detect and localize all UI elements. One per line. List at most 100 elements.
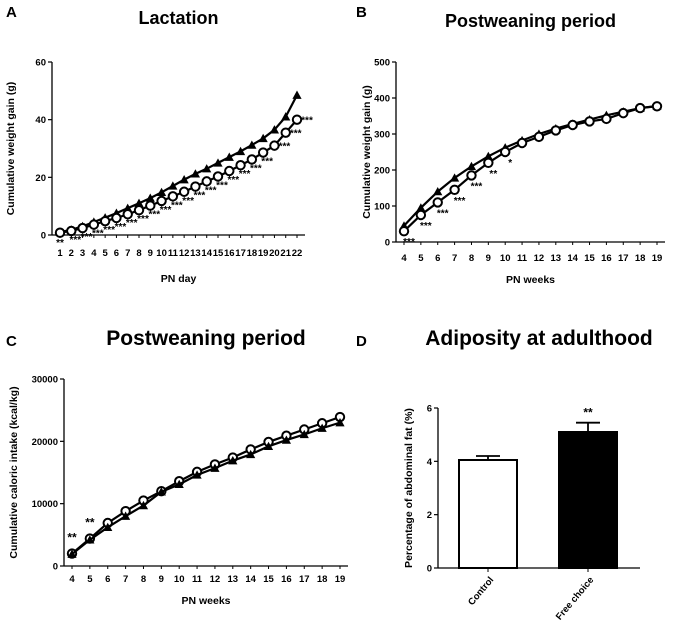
x-tick-label: 12	[179, 248, 190, 259]
chart-title: Postweaning period	[445, 11, 616, 31]
circle-marker	[88, 219, 100, 230]
x-axis-label: PN weeks	[181, 595, 230, 607]
circle-marker	[269, 140, 280, 151]
significance-marker: **	[583, 406, 593, 420]
bar-free-choice	[558, 431, 618, 569]
significance-marker: ***	[103, 225, 115, 236]
triangle-marker	[138, 500, 149, 510]
significance-marker: ***	[261, 157, 273, 168]
x-tick-label: 9	[148, 248, 153, 259]
x-tick-label: 7	[125, 248, 130, 259]
circle-marker	[584, 116, 595, 127]
circle-marker	[224, 165, 235, 177]
chart-title: Adiposity at adulthood	[425, 327, 652, 350]
circle-marker	[449, 184, 460, 196]
significance-marker: ***	[126, 218, 138, 229]
circle-marker	[550, 125, 561, 136]
circle-marker	[122, 209, 133, 220]
circle-marker	[533, 131, 545, 143]
y-tick-label: 100	[374, 202, 390, 213]
circle-marker	[66, 225, 77, 237]
x-tick-label: 11	[517, 253, 528, 264]
triangle-marker	[228, 456, 238, 465]
significance-marker: ***	[160, 205, 172, 216]
x-tick-label: 18	[635, 253, 646, 264]
x-axis-label: PN weeks	[506, 274, 555, 286]
triangle-marker	[258, 133, 268, 143]
y-tick-label: 300	[374, 130, 390, 141]
x-tick-label: 16	[281, 574, 292, 585]
circle-marker	[618, 107, 629, 119]
significance-marker: ***	[81, 232, 93, 243]
y-axis-label: Cumulative weight gain (g)	[361, 85, 373, 219]
x-tick-label: 14	[245, 574, 256, 585]
circle-marker	[500, 146, 511, 158]
triangle-marker	[281, 112, 291, 121]
y-tick-label: 6	[427, 404, 432, 415]
circle-marker	[167, 191, 179, 202]
y-axis-label: Cumulative weight gain (g)	[5, 82, 17, 216]
y-tick-label: 10000	[32, 499, 58, 510]
circle-marker	[246, 154, 258, 165]
x-tick-label: 17	[618, 253, 629, 264]
significance-marker: ***	[69, 235, 81, 246]
x-tick-label: 8	[141, 574, 146, 585]
x-tick-label: 8	[469, 253, 474, 264]
circle-marker	[432, 197, 443, 208]
circle-marker	[567, 119, 578, 131]
x-tick-label: 2	[69, 248, 74, 259]
triangle-marker	[247, 140, 257, 149]
circle-marker	[415, 209, 427, 221]
x-tick-label: 3	[80, 248, 85, 259]
x-tick-label: 6	[435, 253, 440, 264]
triangle-marker	[156, 187, 167, 197]
significance-marker: **	[67, 531, 77, 545]
circle-marker	[235, 160, 246, 171]
x-tick-label: 10	[174, 574, 185, 585]
triangle-marker	[246, 449, 256, 459]
x-tick-label: Free choice	[554, 575, 596, 623]
triangle-marker	[224, 152, 234, 161]
circle-marker	[156, 195, 167, 207]
circle-marker	[111, 212, 122, 224]
panel-letter-a: A	[6, 4, 17, 21]
triangle-marker	[103, 522, 113, 532]
x-axis-label: PN day	[161, 273, 197, 285]
circle-marker	[601, 113, 612, 125]
x-tick-label: 17	[235, 248, 246, 259]
significance-marker: ***	[420, 221, 432, 232]
y-tick-label: 20	[35, 173, 46, 184]
triangle-marker	[210, 463, 220, 472]
y-tick-label: 4	[427, 457, 433, 468]
y-axis-label: Percentage of abdominal fat (%)	[403, 408, 415, 568]
significance-marker: ***	[194, 191, 206, 202]
significance-marker: ***	[216, 180, 228, 191]
significance-marker: ***	[171, 200, 183, 211]
y-tick-label: 60	[35, 58, 46, 69]
circle-marker	[651, 101, 663, 112]
x-tick-label: 17	[299, 574, 310, 585]
circle-marker	[77, 222, 88, 234]
significance-marker: ***	[301, 116, 313, 127]
chart-c: Postweaning period 0 10000 20000 30000 Cumula…	[8, 327, 348, 607]
x-tick-label: 6	[114, 248, 119, 259]
series-line-triangle	[59, 94, 298, 234]
triangle-marker	[235, 146, 246, 156]
x-tick-label: 22	[292, 248, 303, 259]
chart-d: Adiposity at adulthood 0 2 4 6 Percentage of …	[403, 327, 653, 622]
circle-marker	[280, 127, 291, 138]
x-tick-label: 5	[87, 574, 93, 585]
x-tick-label: 19	[335, 574, 346, 585]
significance-marker: ***	[279, 142, 291, 153]
x-tick-label: 15	[263, 574, 274, 585]
triangle-marker	[335, 418, 345, 427]
x-tick-label: 10	[500, 253, 511, 264]
significance-marker: ***	[137, 214, 149, 225]
triangle-marker	[85, 535, 95, 544]
series-line-circle	[59, 118, 298, 234]
y-tick-label: 0	[41, 231, 46, 242]
y-tick-label: 0	[53, 562, 58, 573]
triangle-marker	[121, 511, 131, 520]
triangle-marker	[281, 435, 291, 444]
circle-marker	[257, 147, 269, 158]
